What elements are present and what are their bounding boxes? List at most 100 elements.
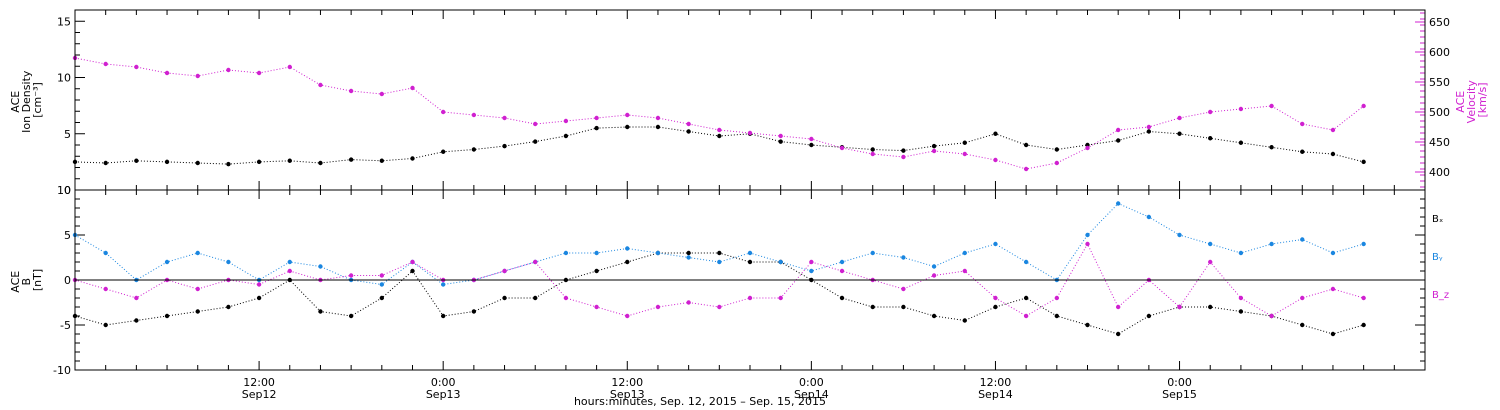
x-tick-label-day: Sep15 <box>1162 388 1197 401</box>
x-tick-label-day: Sep14 <box>978 388 1013 401</box>
bx-point <box>134 318 139 323</box>
velocity-axis-title-line: Velocity <box>1465 80 1478 124</box>
by-point <box>287 259 292 265</box>
ion-density-point <box>778 139 783 144</box>
b-tick-label: -5 <box>60 319 71 332</box>
bx-point <box>1300 322 1305 328</box>
bz-point <box>993 295 998 301</box>
ion-density-axis-title-line: ACE <box>9 91 22 113</box>
by-point <box>1361 241 1366 247</box>
velocity-point <box>594 115 599 121</box>
b-tick-label: -10 <box>53 364 71 377</box>
bx-point <box>103 322 108 328</box>
density-tick-label: 10 <box>57 72 71 85</box>
bx-point <box>993 304 998 310</box>
by-point <box>931 264 937 269</box>
velocity-point <box>1208 109 1213 115</box>
by-point <box>563 250 569 256</box>
bz-point <box>1054 295 1060 301</box>
velocity-tick-label: 500 <box>1429 106 1450 119</box>
bx-point <box>379 295 385 301</box>
bz-point <box>901 286 906 292</box>
b-tick-label: 0 <box>64 274 71 287</box>
bx-point <box>502 295 507 301</box>
x-tick-label-time: 12:00 <box>611 376 643 389</box>
bx-point <box>686 250 691 256</box>
velocity-point <box>778 133 783 139</box>
legend-by: Bᵧ <box>1432 252 1443 263</box>
velocity-point <box>348 88 354 94</box>
velocity-point <box>318 82 323 88</box>
bx-point <box>410 268 415 274</box>
by-point <box>1330 250 1336 256</box>
bx-point <box>962 318 967 323</box>
ion-density-point <box>1208 136 1213 141</box>
ion-density-point <box>655 124 661 130</box>
by-point <box>870 250 875 256</box>
by-point <box>962 250 967 256</box>
by-point <box>164 259 170 265</box>
bz-point <box>1269 313 1274 319</box>
velocity-point <box>1269 103 1274 109</box>
ion-density-point <box>318 160 323 166</box>
magnetic-field-axis-title-line: B <box>20 278 33 286</box>
magnetic-field-axis-title: ACE B [nT] <box>9 267 44 292</box>
density-tick-label: 15 <box>57 15 71 28</box>
x-tick-label-day: Sep14 <box>794 388 829 401</box>
ion-density-line <box>74 126 1364 165</box>
bz-point <box>1238 295 1244 301</box>
velocity-tick-label: 400 <box>1429 166 1450 179</box>
velocity-axis-title: ACE Velocity [km/s] <box>1454 77 1489 124</box>
by-point <box>318 264 323 269</box>
by-point <box>625 246 630 251</box>
ion-density-point <box>1054 147 1060 152</box>
x-tick-label-time: 12:00 <box>980 376 1012 389</box>
by-point <box>717 259 722 265</box>
bx-point <box>594 268 599 274</box>
ion-density-point <box>1146 129 1152 134</box>
bz-point <box>1177 304 1182 310</box>
ion-density-point <box>901 148 906 153</box>
velocity-axis-title-line: ACE <box>1454 91 1467 113</box>
ion-density-point <box>1361 159 1366 165</box>
bx-point <box>195 309 200 314</box>
velocity-point <box>686 121 691 127</box>
ion-density-point <box>164 159 170 165</box>
x-tick-label-day: Sep13 <box>610 388 645 401</box>
bz-point <box>747 295 753 301</box>
velocity-point <box>717 127 722 133</box>
bz-point <box>348 273 354 278</box>
magnetic-field-axis-title-line: [nT] <box>31 269 44 291</box>
bx-point <box>1023 295 1029 301</box>
bz-point <box>410 259 415 265</box>
ion-density-point <box>502 143 507 149</box>
ion-density-point <box>287 158 292 163</box>
bx-point <box>1208 304 1213 310</box>
velocity-tick-label: 650 <box>1429 16 1450 29</box>
ion-density-point <box>563 133 569 139</box>
by-point <box>1085 232 1090 238</box>
ion-density-point <box>410 156 415 161</box>
x-tick-label-day: Sep12 <box>242 388 277 401</box>
bz-line <box>74 242 1364 317</box>
ion-density-point <box>1330 151 1336 157</box>
data-layer <box>72 55 1366 337</box>
bx-point <box>747 259 753 265</box>
x-tick-label-day: Sep13 <box>426 388 461 401</box>
bx-point <box>1330 331 1336 337</box>
ion-density-point <box>256 159 262 165</box>
legend-bx: Bₓ <box>1432 214 1443 225</box>
density-tick-label: 0 <box>64 184 71 197</box>
by-point <box>1300 237 1305 242</box>
bx-point <box>533 295 538 301</box>
bz-point <box>625 313 630 319</box>
bz-point <box>962 268 967 274</box>
bz-point <box>195 286 200 292</box>
bz-point <box>839 268 845 274</box>
by-point <box>655 250 661 256</box>
velocity-point <box>839 145 845 151</box>
velocity-point <box>1361 103 1366 109</box>
velocity-point <box>655 115 661 121</box>
bz-point <box>1023 313 1029 319</box>
bz-point <box>655 304 661 310</box>
